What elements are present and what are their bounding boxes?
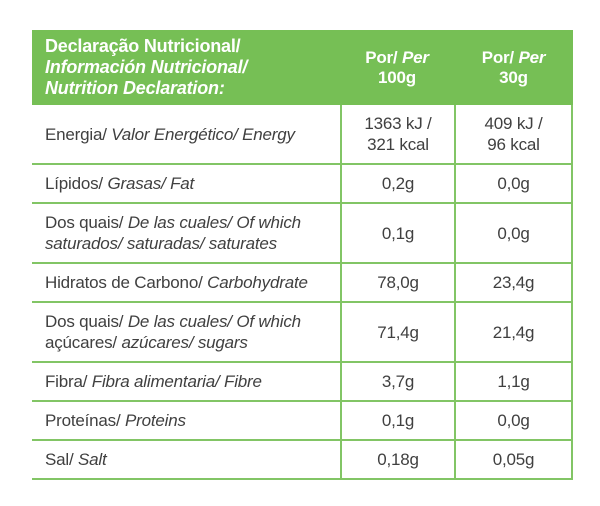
table-row-fat: Lípidos/ Grasas/ Fat 0,2g 0,0g (32, 165, 573, 204)
row-label: Dos quais/ De las cuales/ Of which satura… (32, 204, 340, 262)
value-per100g: 0,18g (340, 441, 454, 478)
table-row-saturates: Dos quais/ De las cuales/ Of which satura… (32, 204, 573, 264)
nutrition-table: Declaração Nutricional/ Información Nutr… (32, 30, 573, 480)
table-row-energy: Energia/ Valor Energético/ Energy 1363 kJ… (32, 105, 573, 165)
table-row-proteins: Proteínas/ Proteins 0,1g 0,0g (32, 402, 573, 441)
value-line: 71,4g (377, 322, 419, 342)
value-per100g: 71,4g (340, 303, 454, 361)
row-label-segment: Hidratos de Carbono/ (45, 273, 208, 292)
table-body: Energia/ Valor Energético/ Energy 1363 kJ… (32, 105, 573, 480)
value-per100g: 0,2g (340, 165, 454, 202)
value-line: 0,2g (381, 174, 415, 193)
row-label-segment: Proteins (125, 411, 186, 430)
row-label-segment: Dos quais/ (45, 213, 128, 232)
row-label-segment: De las cuales/ Of which (127, 213, 301, 232)
row-label-segment: Grasas/ Fat (107, 174, 195, 193)
value-line: 0,0g (497, 411, 530, 430)
value-per100g: 1363 kJ / 321 kcal (340, 105, 454, 163)
row-label-segment: Salt (78, 450, 107, 469)
row-label-segment: Lípidos/ (45, 174, 108, 193)
value-per30g: 0,0g (454, 402, 573, 439)
table-row-sugars: Dos quais/ De las cuales/ Of which açúcar… (32, 303, 573, 363)
row-label-segment: De las cuales/ Of which (127, 312, 301, 331)
value-line: 21,4g (492, 322, 535, 342)
value-line: 0,0g (497, 174, 530, 193)
value-line: 1,1g (497, 372, 530, 391)
value-per30g: 0,0g (454, 165, 573, 202)
row-label-segment: Carbohydrate (207, 273, 308, 292)
header-title-en: Nutrition Declaration: (45, 78, 225, 98)
value-line: 0,05g (492, 450, 535, 469)
value-line: 96 kcal (487, 135, 540, 154)
table-row-fibre: Fibra/ Fibra alimentaria/ Fibre 3,7g 1,1g (32, 363, 573, 402)
header-col-per100g: Por/ Per 100g (340, 48, 454, 88)
table-row-carbohydrate: Hidratos de Carbono/ Carbohydrate 78,0g 23… (32, 264, 573, 303)
row-label: Proteínas/ Proteins (32, 402, 340, 439)
row-label: Energia/ Valor Energético/ Energy (32, 105, 340, 163)
row-label: Fibra/ Fibra alimentaria/ Fibre (32, 363, 340, 400)
value-per100g: 0,1g (340, 402, 454, 439)
row-label-segment: Valor Energético/ Energy (111, 124, 295, 144)
value-line: 321 kcal (367, 135, 429, 154)
header-title-es: Información Nutricional/ (45, 57, 248, 77)
value-per30g: 21,4g (454, 303, 573, 361)
table-header: Declaração Nutricional/ Información Nutr… (32, 30, 573, 105)
value-per30g: 23,4g (454, 264, 573, 301)
row-label-segment: Proteínas/ (45, 411, 126, 430)
value-line: 0,1g (381, 411, 415, 430)
row-label-segment: açúcares/ (45, 333, 122, 352)
per30g-per-label: Per (518, 47, 546, 67)
row-label: Hidratos de Carbono/ Carbohydrate (32, 264, 340, 301)
value-line: 0,1g (381, 223, 415, 243)
value-line: 78,0g (377, 273, 419, 292)
header-title: Declaração Nutricional/ Información Nutr… (32, 36, 340, 99)
value-per30g: 409 kJ / 96 kcal (454, 105, 573, 163)
value-line: 409 kJ / (484, 114, 543, 133)
row-label-segment: azúcares/ sugars (121, 333, 248, 352)
value-per100g: 0,1g (340, 204, 454, 262)
row-label-segment: saturados/ saturadas/ saturates (45, 234, 277, 253)
per100g-por-label: Por/ (365, 47, 398, 67)
row-label: Sal/ Salt (32, 441, 340, 478)
header-title-pt: Declaração Nutricional/ (45, 36, 241, 56)
row-label: Dos quais/ De las cuales/ Of which açúcar… (32, 303, 340, 361)
value-per30g: 0,05g (454, 441, 573, 478)
value-line: 1363 kJ / (364, 114, 432, 133)
value-per30g: 1,1g (454, 363, 573, 400)
per30g-amount-label: 30g (499, 67, 528, 87)
per30g-por-label: Por/ (481, 47, 514, 67)
value-line: 0,18g (377, 450, 419, 469)
per100g-amount-label: 100g (378, 67, 416, 87)
header-col-per30g: Por/ Per 30g (454, 48, 573, 88)
row-label-segment: Dos quais/ (45, 312, 128, 331)
value-per30g: 0,0g (454, 204, 573, 262)
row-label-segment: Fibra alimentaria/ Fibre (91, 372, 262, 391)
value-line: 23,4g (492, 273, 535, 292)
value-per100g: 78,0g (340, 264, 454, 301)
value-line: 0,0g (497, 223, 530, 243)
row-label-segment: Fibra/ (45, 372, 92, 391)
value-line: 3,7g (381, 372, 415, 391)
table-row-salt: Sal/ Salt 0,18g 0,05g (32, 441, 573, 480)
value-per100g: 3,7g (340, 363, 454, 400)
row-label-segment: Sal/ (45, 450, 79, 469)
row-label-segment: Energia/ (45, 124, 112, 144)
per100g-per-label: Per (401, 47, 429, 67)
row-label: Lípidos/ Grasas/ Fat (32, 165, 340, 202)
